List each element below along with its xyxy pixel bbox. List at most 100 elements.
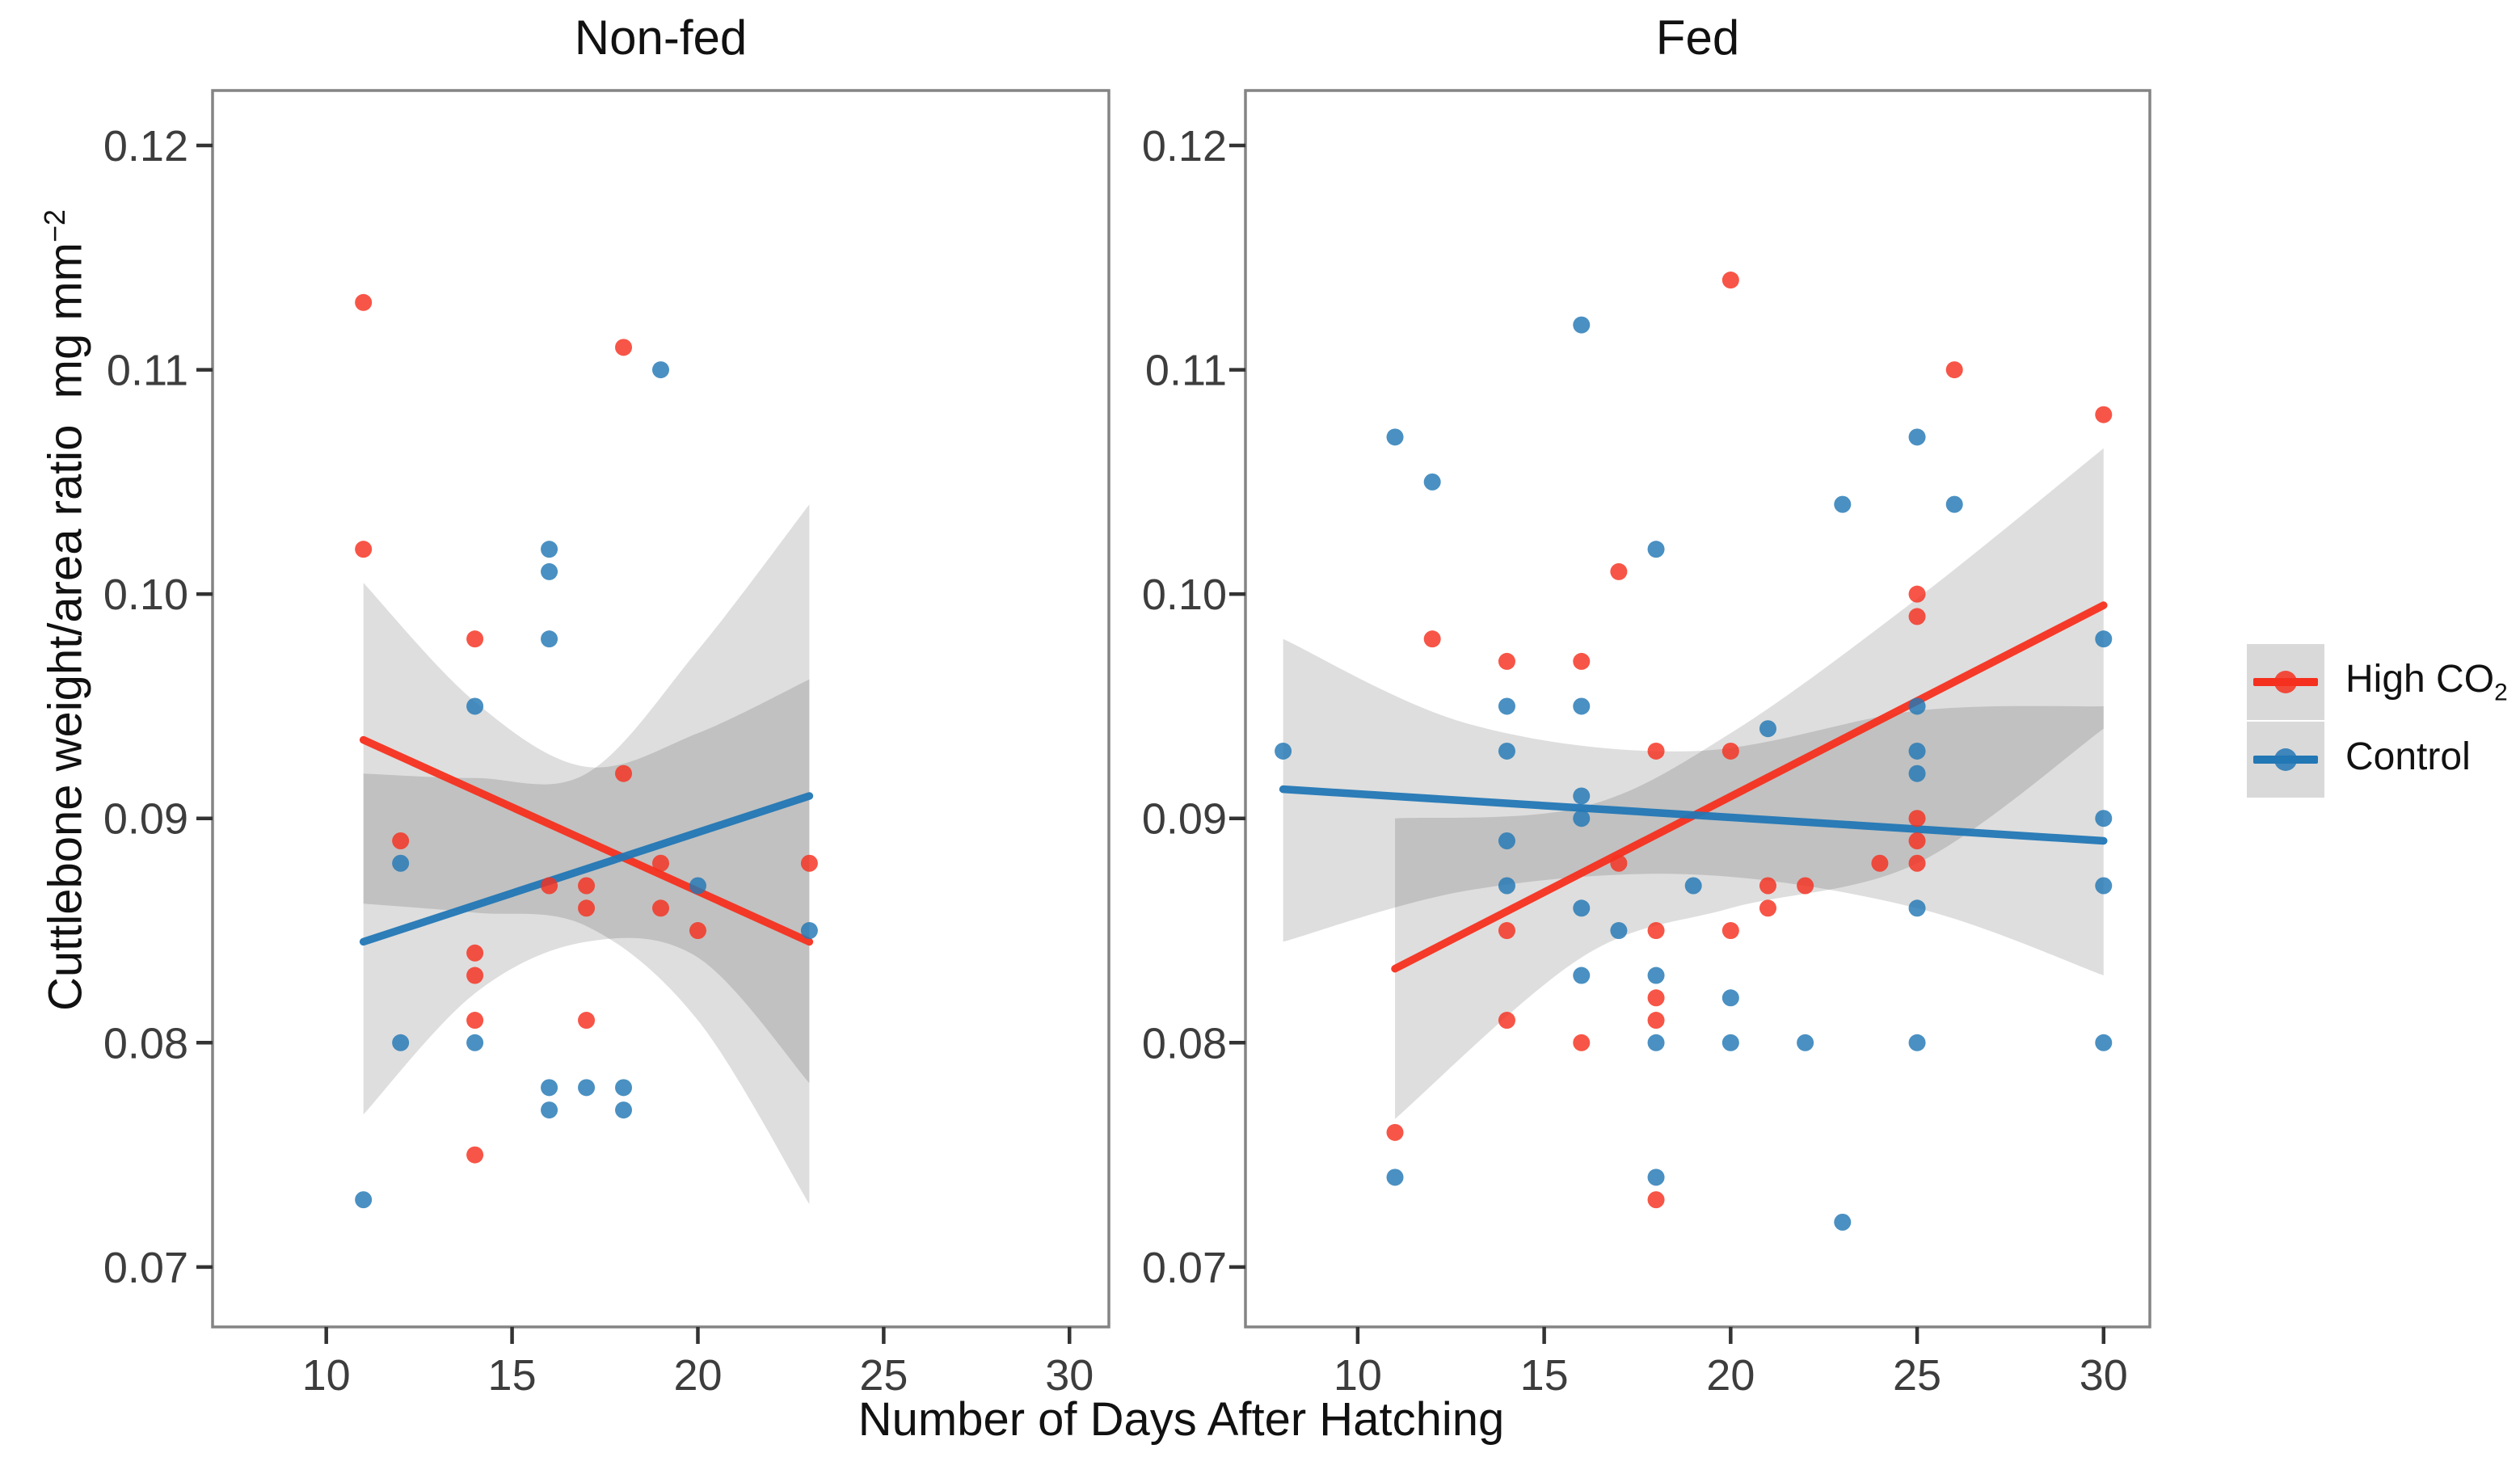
legend-item-high-co2: High CO2 — [2247, 644, 2508, 720]
panel-fed: 10 15 20 25 30 0.07 0.08 0.09 0.10 0.11 0.12 — [1142, 89, 2151, 1400]
series-points — [1275, 316, 2113, 1231]
scatter-point — [1797, 877, 1814, 895]
x-axis-title: Number of Days After Hatching — [858, 1393, 1505, 1446]
y-axis-title: Cuttlebone weight/area ratio mg mm−2 — [27, 0, 91, 1297]
scatter-point — [578, 1012, 596, 1030]
scatter-point — [1759, 877, 1776, 895]
panel-title-nonfed: Non-fed — [574, 11, 748, 65]
scatter-point — [1945, 495, 1963, 513]
scatter-point — [1834, 1213, 1852, 1231]
scatter-point — [1275, 742, 1292, 760]
scatter-point — [1684, 877, 1702, 895]
scatter-point — [1834, 495, 1852, 513]
scatter-point — [615, 764, 633, 782]
scatter-point — [1647, 1169, 1665, 1186]
scatter-point — [1647, 541, 1665, 558]
scatter-point — [1498, 877, 1515, 895]
scatter-point — [466, 697, 484, 715]
legend-key-high-co2 — [2247, 644, 2324, 720]
legend-label-high-co2: High CO2 — [2345, 658, 2508, 706]
scatter-point — [1908, 585, 1926, 603]
y-tick-label: 0.12 — [1142, 122, 1227, 171]
x-tick-label: 10 — [1334, 1351, 1382, 1400]
series-points — [1386, 272, 2113, 1209]
scatter-point — [1498, 832, 1515, 849]
trend-line — [1391, 601, 2108, 973]
x-tick-label: 30 — [1045, 1351, 1094, 1400]
scatter-point — [466, 1012, 484, 1030]
scatter-point — [392, 1034, 410, 1051]
scatter-point — [2095, 810, 2113, 828]
scatter-point — [1759, 720, 1776, 738]
legend: High CO2 Control — [2247, 644, 2508, 799]
scatter-point — [1573, 967, 1591, 984]
x-tick-label: 20 — [1706, 1351, 1755, 1400]
y-tick-label: 0.10 — [1142, 571, 1227, 619]
scatter-point — [2095, 877, 2113, 895]
scatter-point — [1386, 1169, 1404, 1186]
scatter-point — [1908, 764, 1926, 782]
scatter-point — [1797, 1034, 1814, 1051]
legend-label-control: Control — [2345, 735, 2471, 779]
scatter-point — [1908, 742, 1926, 760]
legend-dot-icon — [2274, 671, 2297, 693]
scatter-point — [392, 832, 410, 849]
x-tick-label: 15 — [1520, 1351, 1569, 1400]
panel-nonfed: 10 15 20 25 30 0.07 0.08 0.09 0.10 0.11 0.12 — [103, 89, 1110, 1400]
scatter-point — [355, 293, 373, 311]
scatter-point — [466, 1034, 484, 1051]
scatter-point — [1610, 922, 1628, 940]
scatter-point — [689, 922, 706, 940]
scatter-point — [1721, 922, 1739, 940]
x-tick-label: 15 — [488, 1351, 537, 1400]
scatter-point — [1498, 922, 1515, 940]
scatter-point — [652, 854, 669, 872]
scatter-point — [1573, 697, 1591, 715]
scatter-point — [541, 562, 558, 580]
scatter-point — [1386, 428, 1404, 446]
scatter-point — [1908, 697, 1926, 715]
scatter-point — [1573, 899, 1591, 917]
scatter-point — [1908, 428, 1926, 446]
scatter-point — [615, 339, 633, 356]
scatter-point — [689, 877, 706, 895]
panel-plot-area — [1275, 272, 2113, 1231]
scatter-point — [1573, 316, 1591, 334]
scatter-point — [615, 1079, 633, 1097]
panel-title-fed: Fed — [1655, 11, 1740, 65]
scatter-point — [2095, 630, 2113, 648]
scatter-point — [1498, 697, 1515, 715]
y-tick-label: 0.11 — [107, 347, 188, 395]
series-points — [355, 361, 818, 1209]
scatter-point — [1647, 1191, 1665, 1209]
scatter-point — [1721, 1034, 1739, 1051]
y-tick-label: 0.08 — [103, 1019, 188, 1068]
scatter-point — [392, 854, 410, 872]
panel-border — [211, 89, 1110, 1329]
y-axis-title-exponent: −2 — [38, 209, 71, 242]
legend-dot-icon — [2274, 748, 2297, 771]
y-axis-title-text: Cuttlebone weight/area ratio mg mm — [39, 242, 92, 1011]
trend-line — [359, 792, 814, 946]
scatter-point — [800, 854, 818, 872]
scatter-point — [578, 1079, 596, 1097]
scatter-point — [1647, 989, 1665, 1007]
scatter-point — [1908, 854, 1926, 872]
x-tick-label: 25 — [1893, 1351, 1941, 1400]
scatter-point — [1721, 272, 1739, 289]
scatter-point — [1498, 1012, 1515, 1030]
x-tick-label: 20 — [673, 1351, 722, 1400]
scatter-point — [1573, 810, 1591, 828]
y-tick-label: 0.09 — [103, 795, 188, 844]
scatter-point — [1908, 899, 1926, 917]
scatter-point — [1647, 922, 1665, 940]
y-tick-label: 0.11 — [1145, 347, 1227, 395]
scatter-point — [541, 1079, 558, 1097]
scatter-point — [541, 877, 558, 895]
legend-key-control — [2247, 722, 2324, 798]
y-tick-label: 0.08 — [1142, 1019, 1227, 1068]
scatter-point — [1908, 832, 1926, 849]
scatter-point — [466, 967, 484, 984]
scatter-point — [466, 944, 484, 962]
